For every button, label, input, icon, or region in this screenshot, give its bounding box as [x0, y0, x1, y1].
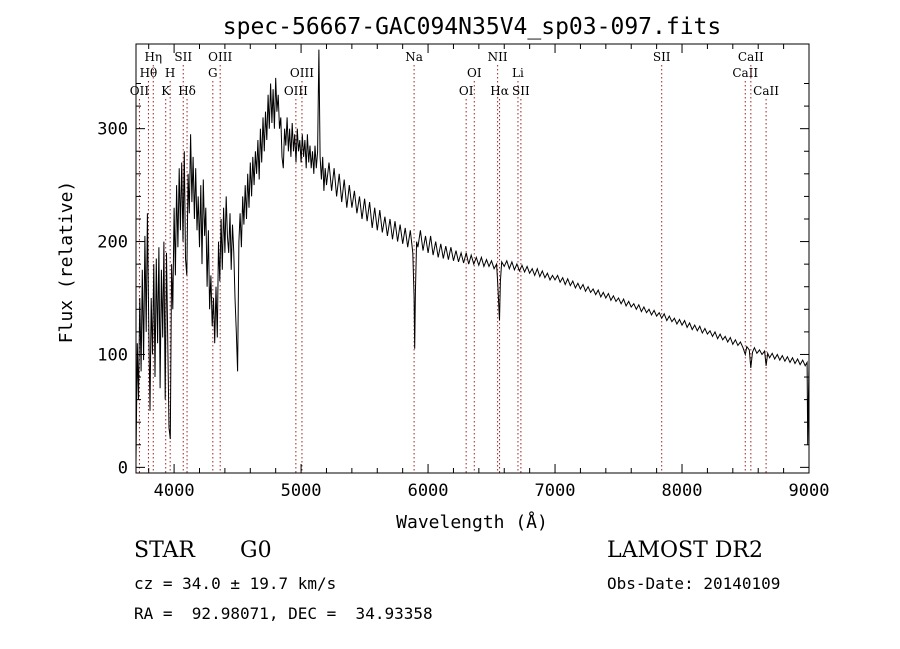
- line-marker-label: Hα: [490, 84, 509, 98]
- redshift-readout: cz = 34.0 ± 19.7 km/s: [134, 574, 337, 593]
- y-tick-label: 200: [97, 233, 128, 253]
- spectrum-line: [135, 49, 810, 462]
- plot-frame: [135, 43, 810, 474]
- line-marker-label: CaII: [753, 84, 779, 98]
- line-marker-label: OIII: [284, 84, 308, 98]
- x-tick-label: 4000: [154, 481, 195, 501]
- x-tick-label: 8000: [662, 481, 703, 501]
- line-marker-label: CaII: [738, 50, 764, 64]
- line-marker-label: Li: [512, 66, 524, 80]
- object-class: STAR: [134, 538, 195, 563]
- line-marker-label: OII: [130, 84, 150, 98]
- chart-title: spec-56667-GAC094N35V4_sp03-097.fits: [223, 14, 722, 40]
- object-subclass: G0: [240, 538, 272, 563]
- x-axis-label: Wavelength (Å): [396, 511, 548, 533]
- line-marker-label: G: [208, 66, 218, 80]
- line-marker-label: SII: [512, 84, 530, 98]
- coordinates: RA = 92.98071, DEC = 34.93358: [134, 604, 433, 623]
- line-marker-label: SII: [174, 50, 192, 64]
- line-marker-label: Hδ: [178, 84, 196, 98]
- y-tick-label: 0: [118, 458, 128, 478]
- line-marker-label: CaII: [732, 66, 758, 80]
- x-tick-label: 7000: [535, 481, 576, 501]
- line-marker-label: NII: [488, 50, 508, 64]
- x-tick-label: 9000: [789, 481, 830, 501]
- line-marker-label: Hθ: [140, 66, 158, 80]
- spectral-line-markers: OII Hθ Hη KH SII Hδ G OIII OIII OIII Na OI OI NII HαLi…: [130, 50, 779, 473]
- line-marker-label: H: [165, 66, 175, 80]
- survey-name: LAMOST DR2: [607, 538, 763, 563]
- line-marker-label: SII: [653, 50, 671, 64]
- obs-date: Obs-Date: 20140109: [607, 574, 781, 593]
- line-marker-label: OI: [459, 84, 474, 98]
- line-marker-label: OI: [467, 66, 482, 80]
- line-marker-label: Hη: [144, 50, 162, 64]
- x-tick-label: 5000: [281, 481, 322, 501]
- line-marker-label: K: [161, 84, 171, 98]
- line-marker-label: OIII: [290, 66, 314, 80]
- line-marker-label: OIII: [208, 50, 232, 64]
- y-tick-label: 100: [97, 345, 128, 365]
- axis-ticks: 4000 5000 6000 7000 8000 9000 0 100 200 300: [97, 44, 829, 501]
- y-tick-label: 300: [97, 120, 128, 140]
- y-axis-label: Flux (relative): [56, 181, 77, 344]
- line-marker-label: Na: [405, 50, 423, 64]
- x-tick-label: 6000: [408, 481, 449, 501]
